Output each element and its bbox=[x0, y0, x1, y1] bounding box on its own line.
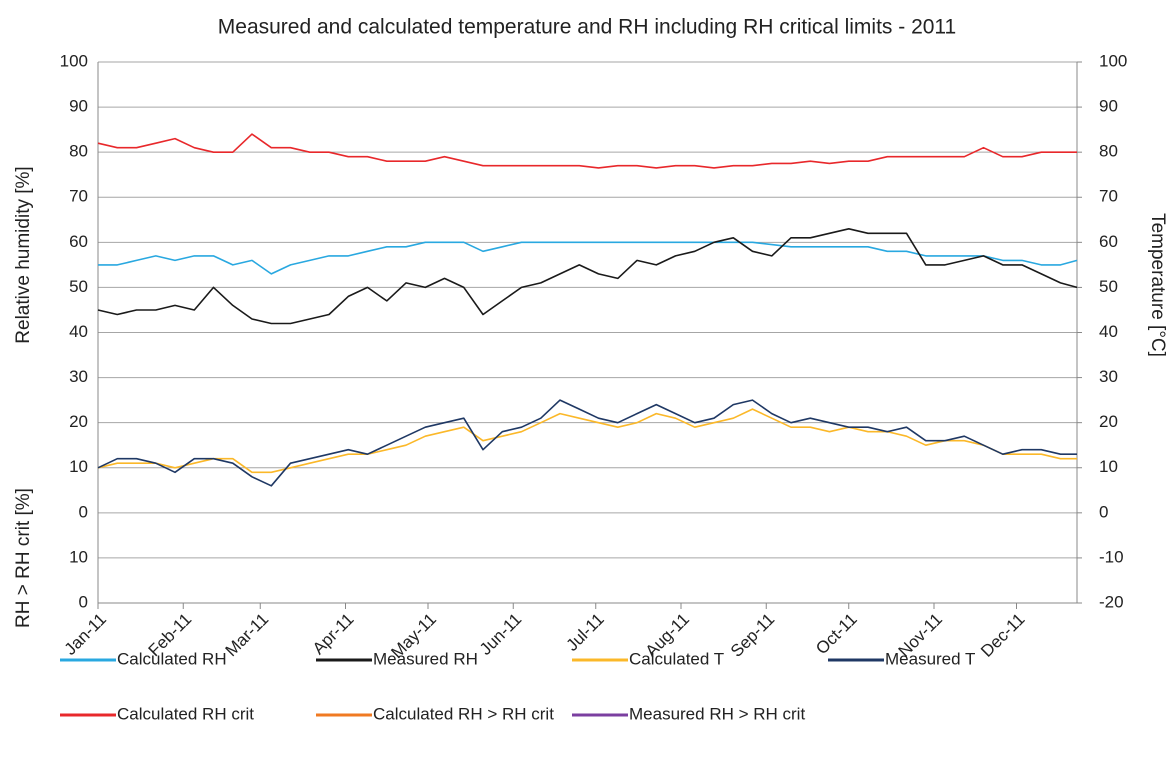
legend-label: Calculated RH > RH crit bbox=[373, 704, 554, 723]
y2-axis-label: Temperature [°C] bbox=[1147, 213, 1168, 357]
legend-label: Measured T bbox=[885, 649, 975, 668]
y2-tick-label: 70 bbox=[1099, 187, 1118, 206]
y2-tick-label: -20 bbox=[1099, 592, 1124, 611]
y2-tick-label: 80 bbox=[1099, 142, 1118, 161]
x-tick-label: Apr-11 bbox=[309, 610, 358, 659]
x-tick-label: Dec-11 bbox=[977, 610, 1028, 661]
y-tick-label: 80 bbox=[69, 142, 88, 161]
y-tick-label: 10 bbox=[69, 457, 88, 476]
y2-tick-label: 50 bbox=[1099, 277, 1118, 296]
x-tick-label: Mar-11 bbox=[222, 610, 273, 661]
chart-title: Measured and calculated temperature and … bbox=[218, 16, 956, 39]
series-line bbox=[98, 241, 1078, 275]
y-tick-label: 0 bbox=[79, 592, 88, 611]
y-tick-label: 0 bbox=[79, 502, 88, 521]
y2-tick-label: 0 bbox=[1099, 502, 1108, 521]
y-tick-label: 90 bbox=[69, 97, 88, 116]
y-tick-label: 40 bbox=[69, 322, 88, 341]
series-line bbox=[97, 228, 1078, 325]
y-tick-label: 10 bbox=[69, 547, 88, 566]
series-line bbox=[97, 133, 1077, 169]
y2-tick-label: 60 bbox=[1099, 232, 1118, 251]
x-tick-label: Jun-11 bbox=[476, 610, 525, 659]
y-tick-label: 70 bbox=[69, 187, 88, 206]
x-tick-label: Sep-11 bbox=[727, 610, 778, 661]
legend-label: Calculated RH crit bbox=[117, 704, 254, 723]
y-axis-label-lower: RH > RH crit [%] bbox=[13, 488, 34, 628]
y-tick-label: 50 bbox=[69, 277, 88, 296]
y-tick-label: 20 bbox=[69, 412, 88, 431]
y2-tick-label: 10 bbox=[1099, 457, 1118, 476]
series-line bbox=[97, 408, 1077, 474]
x-tick-label: Jan-11 bbox=[61, 610, 110, 659]
y2-tick-label: -10 bbox=[1099, 547, 1124, 566]
y-axis-label: Relative humidity [%] bbox=[13, 166, 34, 343]
legend-label: Calculated T bbox=[629, 649, 724, 668]
y2-tick-label: 40 bbox=[1099, 322, 1118, 341]
y-tick-label: 60 bbox=[69, 232, 88, 251]
legend-label: Measured RH bbox=[373, 649, 478, 668]
y-tick-label: 30 bbox=[69, 367, 88, 386]
legend-label: Calculated RH bbox=[117, 649, 227, 668]
y2-tick-label: 90 bbox=[1099, 97, 1118, 116]
y2-tick-label: 30 bbox=[1099, 367, 1118, 386]
x-tick-label: Oct-11 bbox=[812, 610, 861, 659]
x-tick-label: Jul-11 bbox=[562, 610, 607, 655]
y2-tick-label: 100 bbox=[1099, 51, 1127, 70]
y2-tick-label: 20 bbox=[1099, 412, 1118, 431]
legend-label: Measured RH > RH crit bbox=[629, 704, 805, 723]
series-line bbox=[97, 399, 1077, 487]
y-tick-label: 100 bbox=[60, 51, 88, 70]
